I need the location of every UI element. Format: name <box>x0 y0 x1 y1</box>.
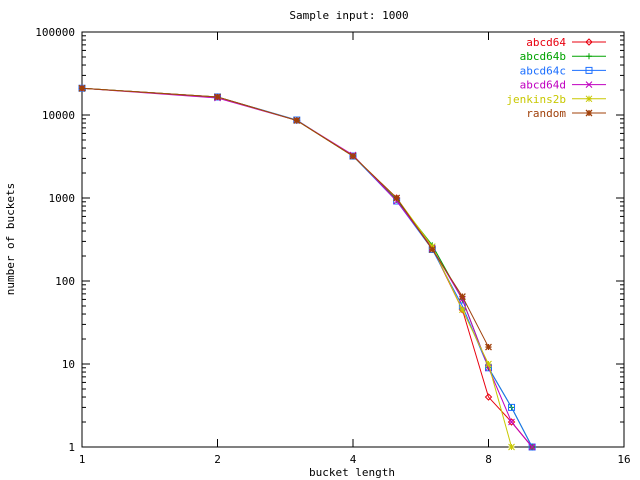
data-point <box>459 306 466 314</box>
marker-square <box>508 403 516 411</box>
x-tick-label: 16 <box>617 453 630 466</box>
marker-star <box>459 306 466 314</box>
marker-asterisk <box>458 293 466 300</box>
marker-square <box>585 66 593 74</box>
data-point <box>528 443 536 451</box>
legend-label: abcd64b <box>520 50 566 63</box>
marker-asterisk <box>428 245 436 253</box>
y-tick-label: 1 <box>68 441 75 454</box>
series-line-random <box>81 87 489 348</box>
legend-label: jenkins2b <box>506 93 566 106</box>
y-tick-label: 100000 <box>35 26 75 39</box>
x-tick-label: 4 <box>350 453 357 466</box>
y-tick-label: 10000 <box>42 109 75 122</box>
legend-swatch-marker <box>585 109 593 117</box>
data-point <box>428 245 436 253</box>
data-point <box>508 403 516 411</box>
marker-star <box>508 443 515 451</box>
marker-asterisk <box>393 194 401 202</box>
marker-x <box>508 418 515 426</box>
chart-title: Sample input: 1000 <box>289 9 408 22</box>
marker-asterisk <box>585 109 593 117</box>
data-point <box>528 443 536 451</box>
marker-diamond <box>585 38 593 46</box>
plot-axes: 1 2 4 8 16 1 10 100 1000 10000 100000 <box>35 26 630 466</box>
legend-item-abcd64c: abcd64c <box>520 64 606 77</box>
x-tick-label: 2 <box>214 453 221 466</box>
legend-label: abcd64c <box>520 64 566 77</box>
data-point <box>485 360 492 368</box>
legend-swatch-marker <box>585 66 593 74</box>
series-layer <box>78 84 536 451</box>
y-axis-label: number of buckets <box>4 183 17 296</box>
x-axis-label: bucket length <box>309 466 395 479</box>
marker-x <box>528 443 536 451</box>
marker-x <box>585 81 593 88</box>
data-point <box>508 443 515 451</box>
data-point <box>214 93 221 101</box>
data-point <box>485 343 492 351</box>
marker-diamond <box>484 393 493 401</box>
legend-item-abcd64: abcd64 <box>526 36 606 49</box>
y-tick-label: 1000 <box>49 192 76 205</box>
x-tick-label: 1 <box>79 453 86 466</box>
marker-asterisk <box>78 84 86 92</box>
legend-swatch-marker <box>585 95 593 103</box>
legend-label: random <box>526 107 566 120</box>
series-random <box>78 84 492 351</box>
legend-label: abcd64d <box>520 79 566 92</box>
marker-star <box>585 95 593 103</box>
marker-asterisk <box>349 152 357 160</box>
marker-asterisk <box>485 343 492 351</box>
data-point <box>484 393 493 401</box>
data-point <box>293 116 301 124</box>
legend-item-abcd64b: abcd64b <box>520 50 606 63</box>
marker-star <box>485 360 492 368</box>
legend-item-jenkins2b: jenkins2b <box>506 93 606 106</box>
legend-label: abcd64 <box>526 36 566 49</box>
legend-item-random: random <box>526 107 606 120</box>
x-tick-label: 8 <box>485 453 492 466</box>
y-tick-label: 100 <box>55 275 75 288</box>
data-point <box>508 418 515 426</box>
marker-x <box>393 197 400 205</box>
marker-asterisk <box>214 93 221 101</box>
marker-square <box>528 443 536 451</box>
data-point <box>507 418 516 426</box>
data-point <box>458 293 466 300</box>
data-point <box>349 152 357 160</box>
data-point <box>393 197 400 205</box>
legend-swatch-marker <box>585 81 593 88</box>
legend-swatch-marker <box>585 38 593 46</box>
data-point <box>393 194 401 202</box>
marker-plus <box>586 53 592 60</box>
marker-asterisk <box>293 116 301 124</box>
legend-swatch-marker <box>586 53 592 60</box>
data-point <box>78 84 86 92</box>
marker-diamond <box>507 418 516 426</box>
y-tick-label: 10 <box>62 358 75 371</box>
legend-item-abcd64d: abcd64d <box>520 79 606 92</box>
